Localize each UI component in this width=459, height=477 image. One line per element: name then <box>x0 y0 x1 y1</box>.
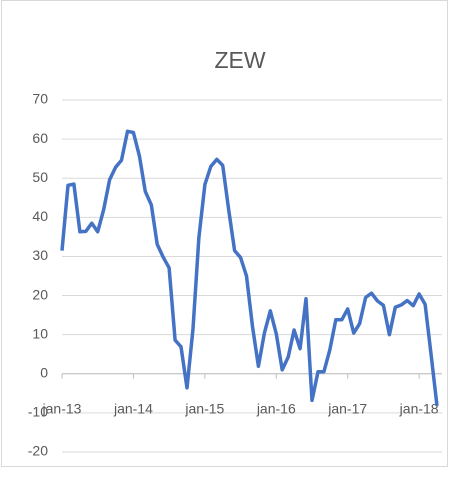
x-tick-label: jan-18 <box>399 401 439 417</box>
chart-frame <box>1 0 448 467</box>
y-tick-label: 10 <box>32 325 48 341</box>
x-tick-label: jan-17 <box>327 401 367 417</box>
chart-title: ZEW <box>214 47 265 73</box>
y-tick-label: -20 <box>28 443 48 459</box>
y-tick-label: 50 <box>32 169 48 185</box>
y-tick-label: 70 <box>32 91 48 107</box>
y-tick-label: 0 <box>40 364 48 380</box>
y-tick-label: 20 <box>32 286 48 302</box>
y-tick-label: 60 <box>32 130 48 146</box>
data-line <box>60 129 439 407</box>
x-tick-label: jan-16 <box>256 401 296 417</box>
y-tick-label: -10 <box>28 404 48 420</box>
y-tick-label: 40 <box>32 208 48 224</box>
y-tick-label: 30 <box>32 247 48 263</box>
x-tick-label: jan-14 <box>113 401 153 417</box>
x-tick-label: jan-13 <box>42 401 82 417</box>
x-tick-label: jan-15 <box>184 401 224 417</box>
